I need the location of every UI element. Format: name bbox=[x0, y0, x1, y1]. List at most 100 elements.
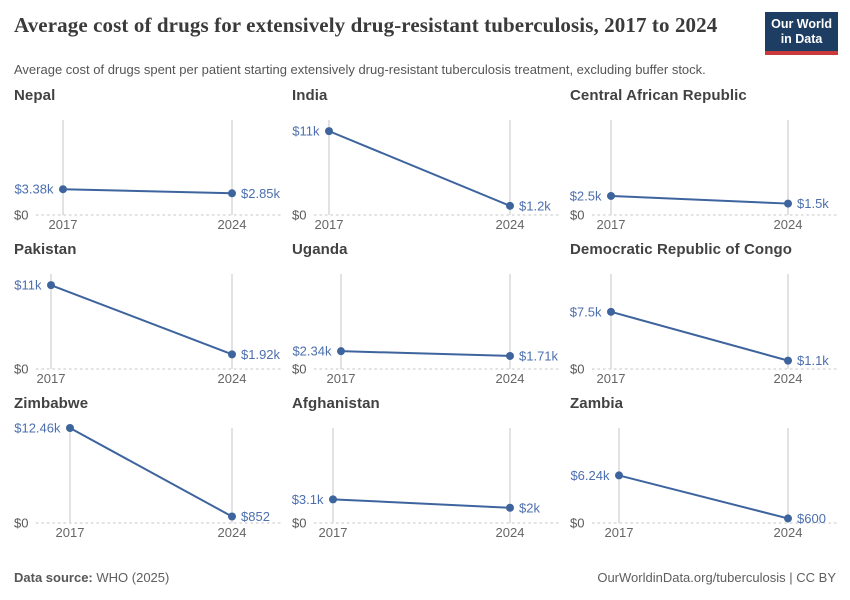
x-tick-2017: 2017 bbox=[37, 371, 66, 386]
value-label-end: $1.5k bbox=[797, 196, 829, 211]
facet-chart: $12.46k $0 2017 2024$852 bbox=[14, 421, 281, 540]
facet-chart: $3.38k $0 2017 2024 $2.85k bbox=[14, 120, 281, 232]
x-tick-2017: 2017 bbox=[597, 371, 626, 386]
data-point-2017[interactable] bbox=[325, 127, 333, 136]
x-tick-2017: 2017 bbox=[605, 525, 634, 540]
facet-chart: $11k $0 2017 2024 $1.2k bbox=[292, 120, 559, 232]
trend-line bbox=[610, 194, 789, 205]
x-tick-2024: 2024 bbox=[496, 371, 525, 386]
value-label-start: $11k bbox=[292, 124, 320, 139]
trend-line bbox=[69, 427, 233, 518]
facet-title: Zambia bbox=[570, 395, 624, 412]
zero-axis-label: $0 bbox=[292, 208, 306, 223]
data-source-value: WHO (2025) bbox=[96, 570, 170, 585]
facet-chart: $11k $0 2017 2024 $1.92k bbox=[14, 274, 281, 386]
x-tick-2024: 2024 bbox=[218, 371, 247, 386]
footer: Data source: WHO (2025) OurWorldinData.o… bbox=[0, 570, 850, 600]
facet-central-african-republic: Central African Republic $2.5k $0 2017 2024 $… bbox=[570, 87, 840, 237]
data-point-2017[interactable] bbox=[607, 307, 615, 316]
data-point-2024[interactable] bbox=[506, 201, 514, 210]
x-tick-2017: 2017 bbox=[327, 371, 356, 386]
value-label-start: $2.34k bbox=[292, 344, 332, 359]
value-label-end: $2k bbox=[519, 500, 540, 515]
value-label-start: $6.24k bbox=[570, 468, 610, 483]
value-label-start: $2.5k bbox=[570, 188, 602, 203]
data-point-2024[interactable] bbox=[784, 514, 792, 523]
facet-title: Democratic Republic of Congo bbox=[570, 241, 792, 258]
x-tick-2024: 2024 bbox=[774, 525, 803, 540]
value-label-end: $1.92k bbox=[241, 347, 281, 362]
x-tick-2017: 2017 bbox=[597, 217, 626, 232]
data-point-2017[interactable] bbox=[47, 281, 55, 290]
trend-line bbox=[328, 130, 511, 207]
facet-title: India bbox=[292, 87, 328, 104]
data-point-2024[interactable] bbox=[506, 351, 514, 360]
data-point-2017[interactable] bbox=[59, 185, 67, 194]
zero-axis-label: $0 bbox=[570, 208, 584, 223]
data-point-2024[interactable] bbox=[228, 512, 236, 521]
value-label-start: $7.5k bbox=[570, 304, 602, 319]
facet-title: Uganda bbox=[292, 241, 348, 258]
value-label-end: $1.1k bbox=[797, 353, 829, 368]
facet-chart: $7.5k $0 2017 2024 $1.1k bbox=[570, 274, 837, 386]
chart-title: Average cost of drugs for extensively dr… bbox=[14, 13, 718, 37]
facet-title: Zimbabwe bbox=[14, 395, 89, 412]
zero-axis-label: $0 bbox=[292, 516, 306, 531]
x-tick-2024: 2024 bbox=[496, 525, 525, 540]
data-point-2017[interactable] bbox=[607, 191, 615, 200]
facet-afghanistan: Afghanistan $3.1k $0 2017 2024 $2k bbox=[292, 395, 562, 545]
zero-axis-label: $0 bbox=[292, 362, 306, 377]
value-label-end: $2.85k bbox=[241, 186, 281, 201]
data-point-2017[interactable] bbox=[66, 424, 74, 432]
logo-line-2: in Data bbox=[780, 32, 823, 46]
facet-uganda: Uganda $2.34k $0 2017 2024 $1.71k bbox=[292, 241, 562, 391]
trend-line bbox=[610, 310, 789, 362]
data-point-2017[interactable] bbox=[615, 471, 623, 480]
facet-zimbabwe: Zimbabwe $12.46k $0 2017 2024 $852 bbox=[14, 395, 284, 545]
facet-pakistan: Pakistan $11k $0 2017 2024 $1.92k bbox=[14, 241, 284, 391]
data-source-label: Data source: bbox=[14, 570, 93, 585]
charts-grid: Nepal $3.38k $0 2017 2024 $2.85k India $11k $0 20… bbox=[0, 77, 850, 545]
header: Average cost of drugs for extensively dr… bbox=[0, 0, 850, 55]
data-point-2024[interactable] bbox=[228, 350, 236, 359]
zero-axis-label: $0 bbox=[14, 362, 28, 377]
data-point-2024[interactable] bbox=[506, 503, 514, 512]
zero-axis-label: $0 bbox=[570, 362, 584, 377]
x-tick-2024: 2024 bbox=[218, 525, 247, 540]
facet-zambia: Zambia $6.24k $0 2017 2024 $600 bbox=[570, 395, 840, 545]
facet-chart: $6.24k $0 2017 2024$600 bbox=[570, 428, 837, 540]
x-tick-2024: 2024 bbox=[496, 217, 525, 232]
x-tick-2024: 2024 bbox=[774, 371, 803, 386]
data-point-2024[interactable] bbox=[784, 199, 792, 208]
zero-axis-label: $0 bbox=[14, 516, 28, 531]
facet-title: Pakistan bbox=[14, 241, 77, 258]
facet-chart: $2.5k $0 2017 2024 $1.5k bbox=[570, 120, 837, 232]
facet-chart: $2.34k $0 2017 2024 $1.71k bbox=[292, 274, 559, 386]
x-tick-2017: 2017 bbox=[315, 217, 344, 232]
x-tick-2017: 2017 bbox=[49, 217, 78, 232]
trend-line bbox=[50, 284, 233, 356]
data-point-2024[interactable] bbox=[228, 189, 236, 198]
facet-title: Afghanistan bbox=[292, 395, 380, 412]
data-point-2024[interactable] bbox=[784, 356, 792, 365]
facet-chart: $3.1k $0 2017 2024 $2k bbox=[292, 428, 559, 540]
value-label-start: $11k bbox=[14, 278, 42, 293]
data-source: Data source: WHO (2025) bbox=[14, 570, 169, 585]
facet-title: Nepal bbox=[14, 87, 56, 104]
trend-line bbox=[62, 188, 233, 195]
value-label-start: $3.38k bbox=[14, 182, 54, 197]
x-tick-2017: 2017 bbox=[319, 525, 348, 540]
value-label-end: $600 bbox=[797, 511, 826, 526]
x-tick-2024: 2024 bbox=[774, 217, 803, 232]
value-label-end: $1.2k bbox=[519, 198, 551, 213]
data-point-2017[interactable] bbox=[337, 347, 345, 356]
footer-attribution: OurWorldinData.org/tuberculosis | CC BY bbox=[597, 570, 836, 585]
x-tick-2017: 2017 bbox=[56, 525, 85, 540]
data-point-2017[interactable] bbox=[329, 495, 337, 504]
trend-line bbox=[332, 498, 511, 509]
facet-title: Central African Republic bbox=[570, 87, 747, 104]
chart-subtitle: Average cost of drugs spent per patient … bbox=[14, 62, 706, 77]
x-tick-2024: 2024 bbox=[218, 217, 247, 232]
facet-nepal: Nepal $3.38k $0 2017 2024 $2.85k bbox=[14, 87, 284, 237]
value-label-start: $12.46k bbox=[14, 421, 61, 436]
